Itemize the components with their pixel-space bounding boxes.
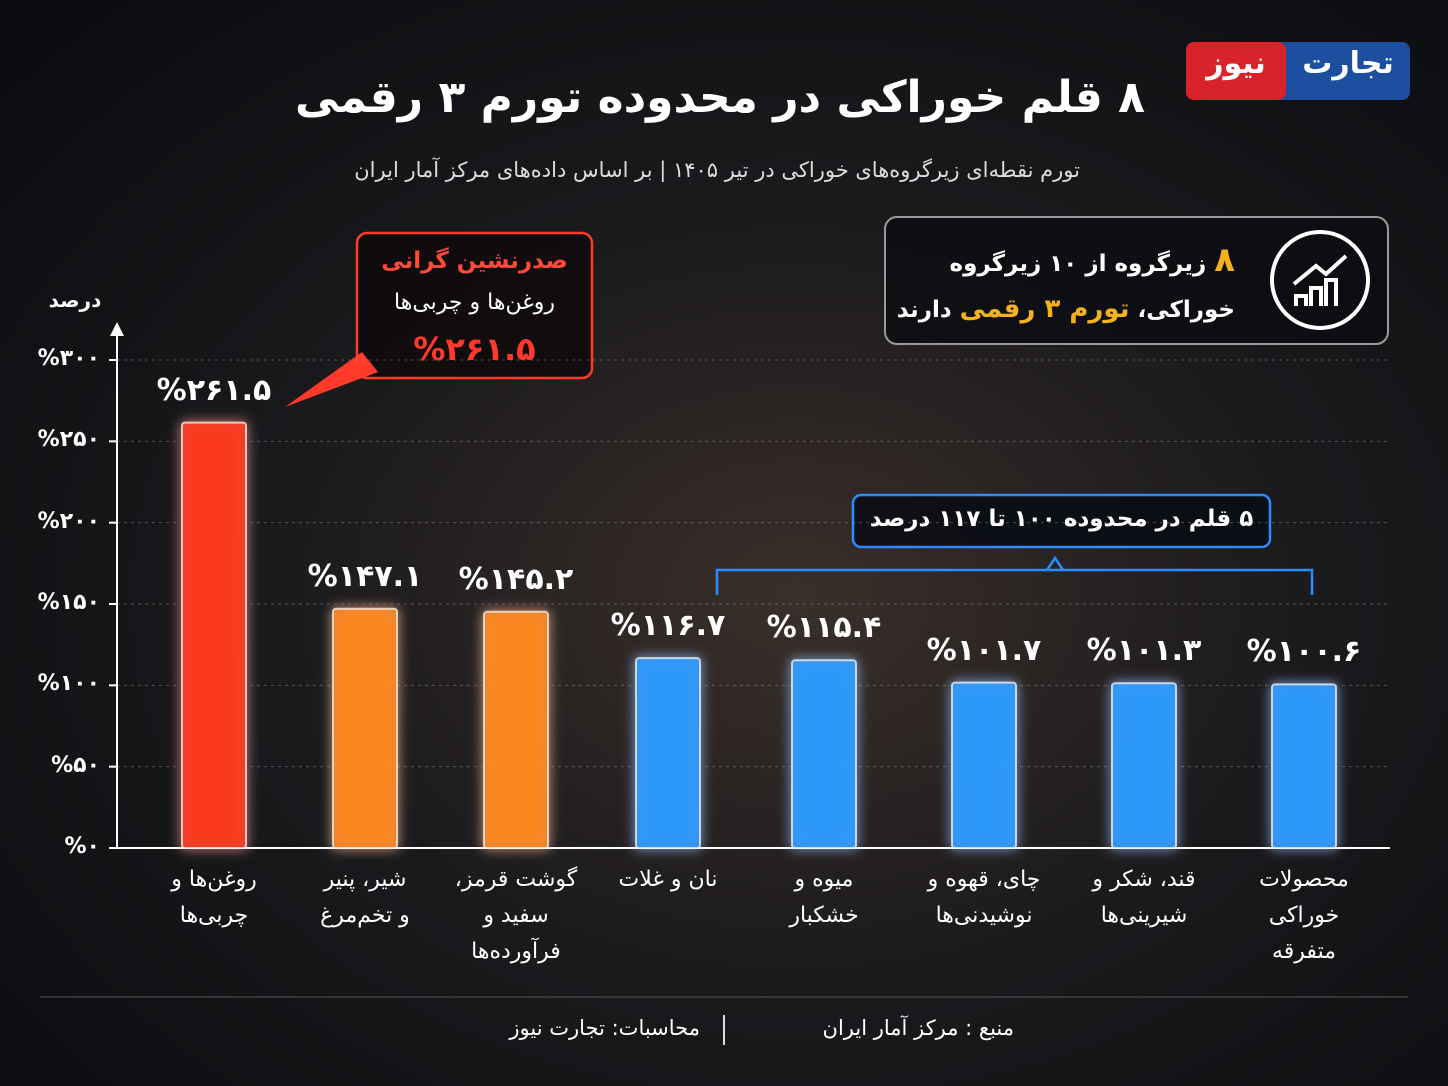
- value-label: %۱۴۷.۱: [307, 558, 423, 594]
- chart-title: ۸ قلم خوراکی در محدوده تورم ۳ رقمی: [294, 72, 1146, 123]
- footer-calc: محاسبات: تجارت نیوز: [509, 1016, 700, 1040]
- value-label: %۱۰۰.۶: [1246, 634, 1362, 670]
- bar: [1271, 683, 1337, 850]
- y-tick-label: %۲۵۰: [37, 427, 100, 453]
- bar: [635, 657, 701, 850]
- x-tick-label: قند، شکر و شیرینی‌ها: [1092, 867, 1196, 928]
- logo-red: [1186, 42, 1286, 100]
- range-box: [851, 493, 1272, 549]
- info-text: دارند: [896, 297, 952, 323]
- y-tick-label: %۱۰۰: [37, 671, 100, 697]
- value-label: %۱۰۱.۷: [926, 632, 1042, 668]
- x-tick-label: روغن‌ها و چربی‌ها: [171, 867, 257, 928]
- y-tick-label: %۵۰: [51, 752, 100, 778]
- x-tick-label: گوشت قرمز، سفید و فرآورده‌ها: [454, 867, 578, 964]
- y-axis-label: درصد: [48, 288, 102, 312]
- logo-part2: نیوز: [1206, 46, 1266, 81]
- info-text: زیرگروه از ۱۰ زیرگروه: [949, 251, 1207, 277]
- callout-value: %۲۶۱.۵: [413, 330, 536, 368]
- x-tick-label: شیر، پنیر و تخم‌مرغ: [320, 867, 410, 928]
- x-tick-label: محصولات خوراکی متفرقه: [1259, 867, 1349, 964]
- y-tick-label: %۳۰۰: [37, 346, 100, 371]
- range-bracket: [715, 555, 1314, 595]
- footer-source: منبع : مرکز آمار ایران: [822, 1016, 1014, 1040]
- value-label: %۲۶۱.۵: [156, 372, 272, 408]
- chart-subtitle: تورم نقطه‌ای زیرگروه‌های خوراکی در تیر ۱…: [354, 158, 1080, 182]
- y-tick-label: %۱۵۰: [37, 590, 100, 615]
- bar: [791, 659, 857, 849]
- info-text: خوراکی،: [1137, 297, 1235, 323]
- info-line2: خوراکی، تورم ۳ رقمی دارند: [895, 294, 1235, 324]
- info-icon-chart: [1292, 254, 1348, 306]
- info-highlight: تورم ۳ رقمی: [959, 294, 1130, 324]
- info-line1: ۸ زیرگروه از ۱۰ زیرگروه: [895, 240, 1236, 280]
- y-axis-arrow: [110, 322, 124, 336]
- callout-pointer: [285, 352, 378, 407]
- logo-part1: تجارت: [1302, 46, 1394, 81]
- bar: [332, 607, 398, 850]
- bar: [1111, 682, 1177, 850]
- bar: [181, 421, 247, 849]
- callout-name: روغن‌ها و چربی‌ها: [394, 290, 555, 315]
- value-label: %۱۰۱.۳: [1086, 633, 1202, 669]
- x-tick-label: چای، قهوه و نوشیدنی‌ها: [927, 867, 1041, 928]
- value-label: %۱۱۶.۷: [610, 608, 726, 644]
- info-box: [884, 216, 1389, 345]
- bar: [483, 610, 549, 849]
- info-number: ۸: [1214, 240, 1235, 280]
- value-label: %۱۱۵.۴: [766, 610, 882, 646]
- y-tick-label: %۲۰۰: [37, 508, 100, 534]
- callout-title: صدرنشین گرانی: [381, 248, 568, 274]
- y-tick-label: %۰: [64, 834, 100, 859]
- value-label: %۱۴۵.۲: [458, 561, 574, 597]
- x-tick-label: نان و غلات: [618, 867, 718, 892]
- x-tick-label: میوه و خشکبار: [789, 867, 859, 928]
- bar: [951, 681, 1017, 849]
- range-note: ۵ قلم در محدوده ۱۰۰ تا ۱۱۷ درصد: [869, 506, 1254, 532]
- callout-box: [355, 231, 594, 380]
- info-icon: [1270, 230, 1370, 330]
